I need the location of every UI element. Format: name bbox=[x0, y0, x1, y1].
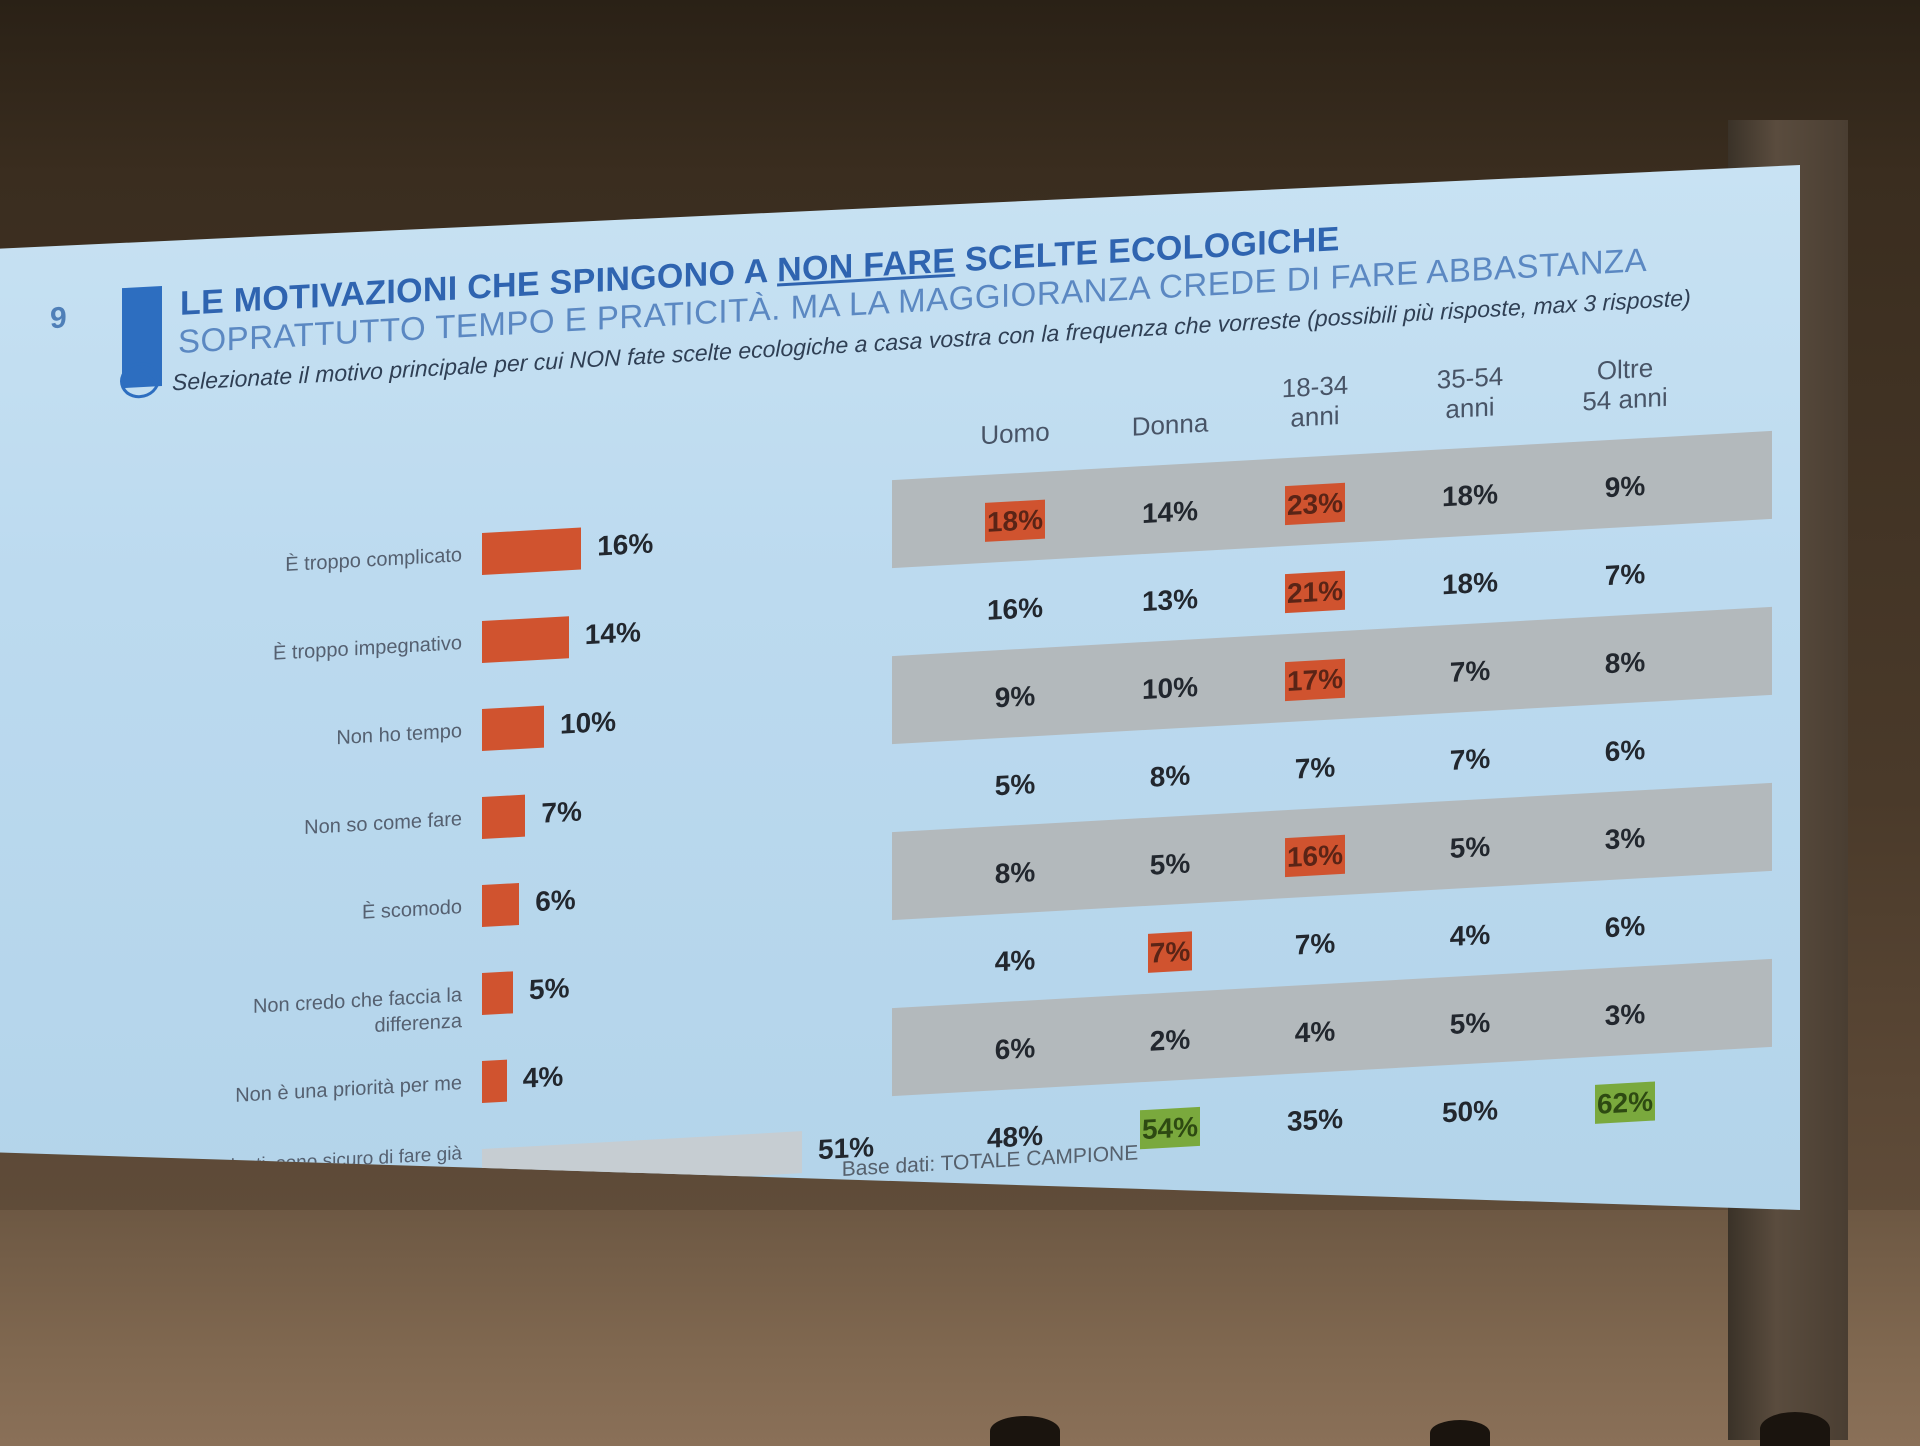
cell-value: 7% bbox=[1449, 654, 1491, 688]
row-label: Non è una priorità per me bbox=[235, 1072, 462, 1107]
cell-value: 6% bbox=[1604, 734, 1646, 768]
cell-value: 8% bbox=[994, 856, 1036, 890]
bar-value-label: 4% bbox=[522, 1060, 564, 1094]
column-header: Donna bbox=[1090, 405, 1250, 444]
bar bbox=[482, 1059, 507, 1104]
cell-value: 5% bbox=[1449, 830, 1491, 864]
highlighted-value: 62% bbox=[1594, 1081, 1656, 1124]
table-cell: 50% bbox=[1395, 1092, 1545, 1132]
bar-value-label: 14% bbox=[584, 616, 641, 651]
table-cell: 4% bbox=[940, 941, 1090, 981]
cell-value: 6% bbox=[994, 1032, 1036, 1066]
highlighted-value: 18% bbox=[984, 499, 1046, 542]
cell-value: 14% bbox=[1141, 495, 1199, 530]
slide-number: 9 bbox=[50, 301, 67, 336]
cell-value: 4% bbox=[1449, 918, 1491, 952]
audience-head bbox=[1430, 1420, 1490, 1446]
bar bbox=[482, 705, 544, 752]
bar-value-label: 6% bbox=[535, 883, 576, 918]
bar bbox=[482, 882, 520, 928]
table-cell: 7% bbox=[1395, 740, 1545, 780]
cell-value: 6% bbox=[1604, 910, 1646, 944]
cell-value: 9% bbox=[994, 680, 1036, 714]
cell-value: 7% bbox=[1294, 927, 1336, 961]
cell-value: 7% bbox=[1449, 742, 1491, 776]
table-cell: 16% bbox=[940, 589, 1090, 629]
room-floor bbox=[0, 1210, 1920, 1446]
row-label: Non so come fare bbox=[304, 808, 462, 839]
highlighted-value: 17% bbox=[1284, 658, 1346, 702]
logo-icon bbox=[120, 361, 160, 400]
bar-value-label: 16% bbox=[597, 527, 654, 562]
cell-value: 5% bbox=[1449, 1006, 1491, 1040]
cell-value: 5% bbox=[994, 768, 1036, 802]
column-header: 18-34 anni bbox=[1235, 367, 1395, 436]
column-header: 35-54 anni bbox=[1390, 358, 1550, 427]
table-cell: 21% bbox=[1240, 570, 1390, 614]
cell-value: 10% bbox=[1141, 671, 1199, 706]
cell-value: 16% bbox=[986, 591, 1044, 626]
audience-head bbox=[990, 1416, 1060, 1446]
table-cell: 6% bbox=[1550, 907, 1700, 947]
table-cell: 8% bbox=[1095, 756, 1245, 796]
table-cell: 18% bbox=[1395, 564, 1545, 604]
cell-value: 50% bbox=[1441, 1094, 1499, 1129]
bar-value-label: 5% bbox=[529, 972, 570, 1006]
cell-value: 9% bbox=[1604, 470, 1646, 504]
column-header-line: Donna bbox=[1131, 407, 1209, 442]
cell-value: 4% bbox=[1294, 1015, 1336, 1049]
row-label: Non credo che faccia la differenza bbox=[252, 984, 462, 1038]
cell-value: 3% bbox=[1604, 822, 1646, 856]
cell-value: 7% bbox=[1604, 558, 1646, 592]
column-header: Uomo bbox=[935, 414, 1095, 453]
bar bbox=[482, 527, 582, 576]
table-cell: 7% bbox=[1550, 555, 1700, 595]
row-label: Non ho tempo bbox=[336, 720, 462, 750]
bar bbox=[482, 616, 569, 664]
cell-value: 18% bbox=[1441, 478, 1499, 513]
table-cell: 6% bbox=[1550, 731, 1700, 771]
table-cell: 13% bbox=[1095, 580, 1245, 620]
cell-value: 4% bbox=[994, 944, 1036, 978]
cell-value: 35% bbox=[1286, 1102, 1344, 1138]
table-cell: 4% bbox=[1395, 916, 1545, 956]
audience-heads bbox=[0, 1400, 1920, 1446]
highlighted-value: 16% bbox=[1284, 834, 1346, 878]
bar bbox=[482, 971, 513, 1016]
row-label: È scomodo bbox=[361, 896, 462, 924]
cell-value: 2% bbox=[1149, 1023, 1191, 1057]
cell-value: 7% bbox=[1294, 751, 1336, 785]
slide-content: 9 LE MOTIVAZIONI CHE SPINGONO A NON FARE… bbox=[0, 165, 1800, 1210]
cell-value: 18% bbox=[1441, 566, 1499, 601]
table-cell: 7% bbox=[1240, 924, 1390, 964]
highlighted-value: 7% bbox=[1147, 931, 1193, 973]
highlighted-value: 21% bbox=[1284, 570, 1346, 614]
cell-value: 5% bbox=[1149, 847, 1191, 881]
projected-slide: 9 LE MOTIVAZIONI CHE SPINGONO A NON FARE… bbox=[0, 165, 1800, 1210]
bar bbox=[482, 794, 526, 840]
column-header: Oltre 54 anni bbox=[1545, 350, 1705, 419]
bar-value-label: 10% bbox=[560, 705, 617, 740]
cell-value: 8% bbox=[1149, 759, 1191, 793]
table-cell: 62% bbox=[1550, 1081, 1700, 1124]
cell-value: 13% bbox=[1141, 583, 1199, 618]
audience-head bbox=[1760, 1412, 1830, 1446]
cell-value: 8% bbox=[1604, 646, 1646, 680]
row-label: È troppo impegnativo bbox=[272, 632, 462, 665]
cell-value: 3% bbox=[1604, 998, 1646, 1032]
table-cell: 35% bbox=[1240, 1100, 1390, 1140]
table-cell: 7% bbox=[1095, 931, 1245, 973]
row-label: È troppo complicato bbox=[285, 544, 462, 577]
highlighted-value: 23% bbox=[1284, 482, 1346, 526]
bar-value-label: 7% bbox=[541, 795, 582, 829]
table-cell: 7% bbox=[1240, 748, 1390, 788]
table-cell: 5% bbox=[940, 765, 1090, 805]
column-header-line: Uomo bbox=[980, 416, 1050, 451]
